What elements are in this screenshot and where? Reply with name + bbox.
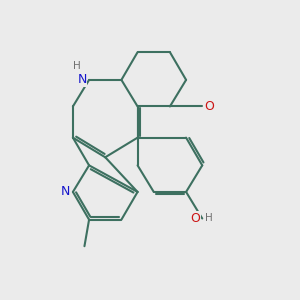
Text: O: O xyxy=(190,212,200,225)
Text: H: H xyxy=(205,214,212,224)
Text: N: N xyxy=(77,74,87,86)
Text: H: H xyxy=(73,61,81,71)
Text: O: O xyxy=(205,100,214,113)
Text: N: N xyxy=(61,185,70,198)
